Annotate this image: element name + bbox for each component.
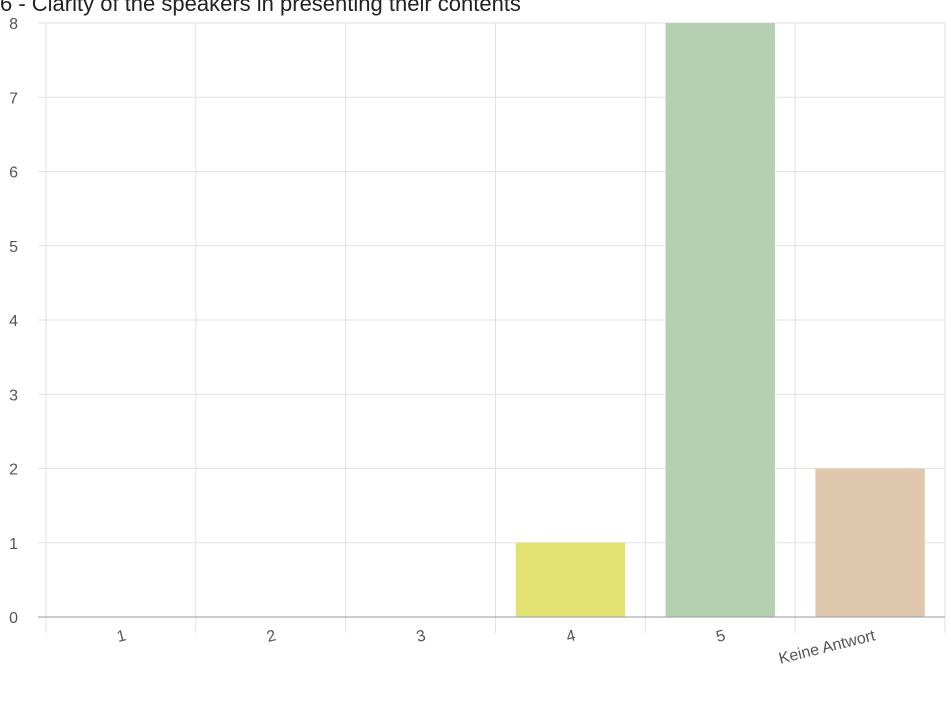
chart-title: 6 - Clarity of the speakers in presentin… bbox=[0, 0, 521, 16]
y-tick-label: 5 bbox=[9, 239, 18, 256]
y-tick-label: 3 bbox=[9, 387, 18, 404]
bar-keine-antwort bbox=[815, 468, 925, 617]
x-tick-label: 3 bbox=[415, 627, 428, 646]
y-tick-label: 2 bbox=[9, 462, 18, 479]
y-tick-label: 0 bbox=[9, 610, 18, 627]
bar-4 bbox=[515, 542, 626, 617]
x-tick-label: 4 bbox=[565, 627, 578, 646]
x-tick-label: 1 bbox=[115, 627, 128, 646]
x-tick-label: 5 bbox=[714, 627, 727, 646]
x-tick-label: 2 bbox=[265, 627, 278, 646]
x-tick-label: Keine Antwort bbox=[777, 627, 877, 668]
bar-5 bbox=[665, 23, 775, 617]
y-tick-label: 4 bbox=[9, 313, 18, 330]
y-tick-label: 8 bbox=[9, 16, 18, 33]
y-tick-label: 1 bbox=[9, 536, 18, 553]
y-tick-label: 7 bbox=[9, 90, 18, 107]
y-tick-label: 6 bbox=[9, 165, 18, 182]
